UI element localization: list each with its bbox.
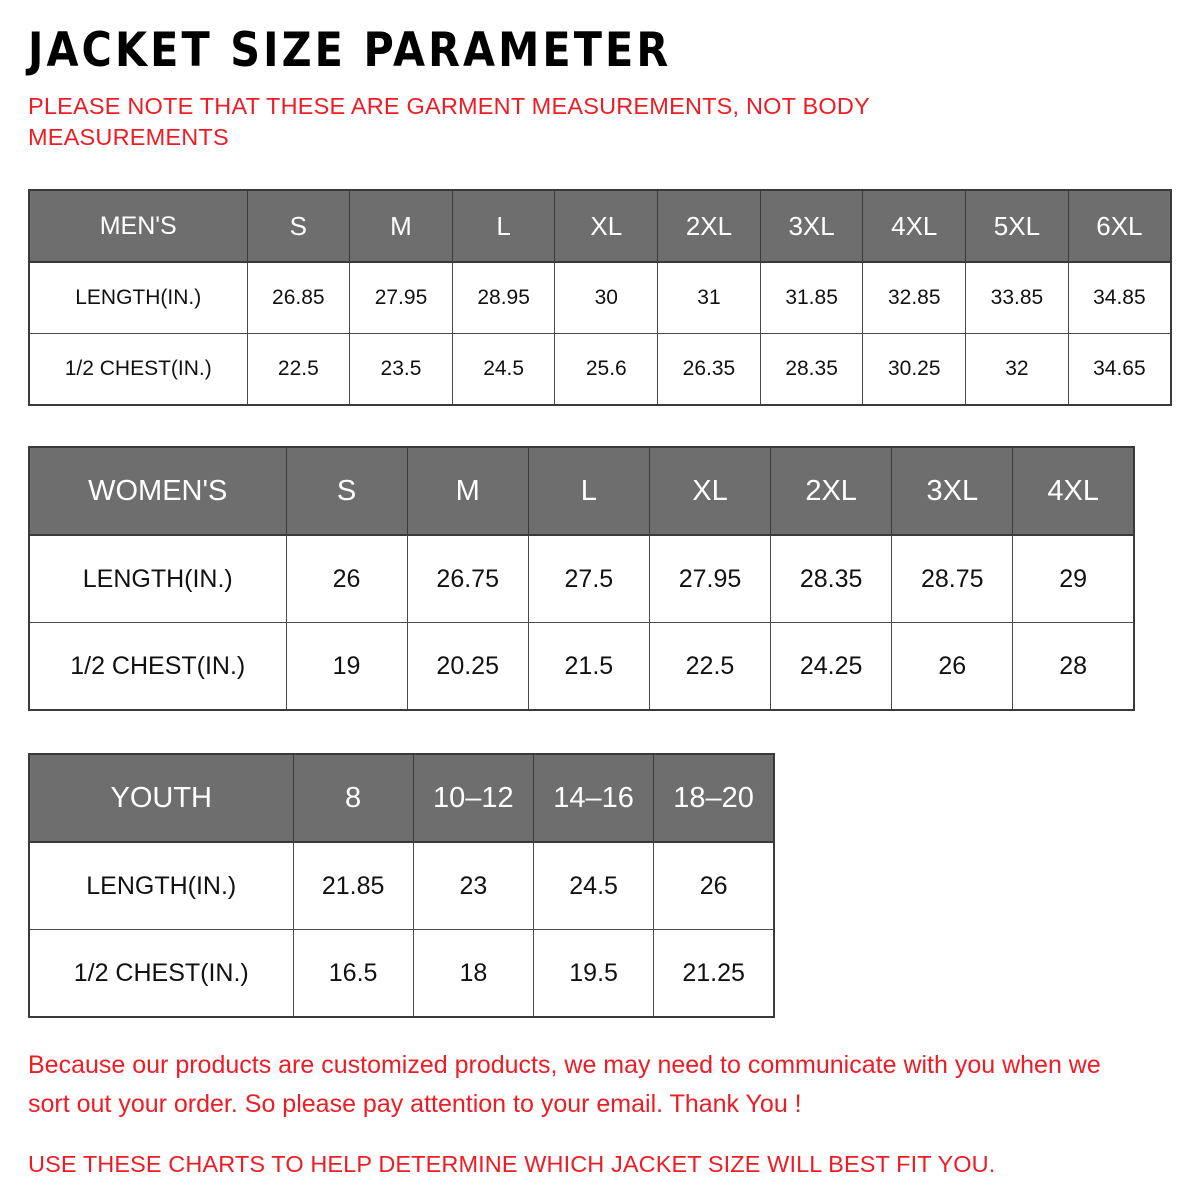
womens-chest-2xl: 24.25 xyxy=(770,622,893,711)
womens-length-3xl: 28.75 xyxy=(891,534,1014,624)
mens-chest-m: 23.5 xyxy=(349,333,453,406)
womens-length-m: 26.75 xyxy=(406,534,529,624)
womens-col-header-m: M xyxy=(406,446,529,537)
mens-col-header-2xl: 2XL xyxy=(657,189,761,264)
womens-chest-xl: 22.5 xyxy=(648,622,772,711)
youth-category-header: YOUTH xyxy=(28,753,294,844)
chart-usage-note: USE THESE CHARTS TO HELP DETERMINE WHICH… xyxy=(28,1150,996,1177)
womens-table-body: LENGTH(IN.) 26 26.75 27.5 27.95 28.35 28… xyxy=(28,534,1135,711)
youth-length-8: 21.85 xyxy=(292,841,414,931)
youth-row-label-chest: 1/2 CHEST(IN.) xyxy=(28,929,294,1018)
table-header-row: WOMEN'S S M L XL 2XL 3XL 4XL xyxy=(28,446,1135,537)
womens-row-label-chest: 1/2 CHEST(IN.) xyxy=(28,622,287,711)
mens-col-header-m: M xyxy=(349,189,453,264)
mens-chest-3xl: 28.35 xyxy=(759,333,864,406)
mens-row-label-length: LENGTH(IN.) xyxy=(28,261,248,335)
youth-chest-18-20: 21.25 xyxy=(653,929,775,1018)
mens-category-header: MEN'S xyxy=(28,189,248,264)
womens-category-header: WOMEN'S xyxy=(28,446,287,537)
mens-length-5xl: 33.85 xyxy=(965,261,1069,335)
mens-chest-4xl: 30.25 xyxy=(862,333,967,406)
youth-row-label-length: LENGTH(IN.) xyxy=(28,841,294,931)
womens-chest-4xl: 28 xyxy=(1012,622,1135,711)
mens-length-4xl: 32.85 xyxy=(862,261,967,335)
table-row: LENGTH(IN.) 21.85 23 24.5 26 xyxy=(28,841,775,931)
mens-size-table: MEN'S S M L XL 2XL 3XL 4XL 5XL 6XL LENGT… xyxy=(28,189,1172,407)
youth-table-head: YOUTH 8 10–12 14–16 18–20 xyxy=(28,753,775,844)
mens-length-l: 28.95 xyxy=(451,261,556,335)
youth-length-10-12: 23 xyxy=(412,841,535,931)
mens-col-header-s: S xyxy=(246,189,351,264)
table-row: 1/2 CHEST(IN.) 19 20.25 21.5 22.5 24.25 … xyxy=(28,622,1135,711)
youth-size-table: YOUTH 8 10–12 14–16 18–20 LENGTH(IN.) 21… xyxy=(28,753,775,1019)
youth-col-header-14-16: 14–16 xyxy=(532,753,655,844)
mens-length-2xl: 31 xyxy=(657,261,761,335)
mens-length-xl: 30 xyxy=(554,261,659,335)
table-row: LENGTH(IN.) 26 26.75 27.5 27.95 28.35 28… xyxy=(28,534,1135,624)
mens-chest-xl: 25.6 xyxy=(554,333,659,406)
youth-length-14-16: 24.5 xyxy=(532,841,655,931)
table-header-row: MEN'S S M L XL 2XL 3XL 4XL 5XL 6XL xyxy=(28,189,1172,264)
mens-table-head: MEN'S S M L XL 2XL 3XL 4XL 5XL 6XL xyxy=(28,189,1172,264)
womens-length-xl: 27.95 xyxy=(648,534,772,624)
youth-col-header-10-12: 10–12 xyxy=(412,753,535,844)
youth-length-18-20: 26 xyxy=(653,841,775,931)
youth-chest-8: 16.5 xyxy=(292,929,414,1018)
mens-length-m: 27.95 xyxy=(349,261,453,335)
womens-row-label-length: LENGTH(IN.) xyxy=(28,534,287,624)
youth-col-header-18-20: 18–20 xyxy=(653,753,775,844)
mens-col-header-l: L xyxy=(451,189,556,264)
youth-chest-10-12: 18 xyxy=(412,929,535,1018)
mens-length-6xl: 34.85 xyxy=(1067,261,1172,335)
womens-col-header-3xl: 3XL xyxy=(891,446,1014,537)
womens-col-header-s: S xyxy=(285,446,408,537)
mens-chest-l: 24.5 xyxy=(451,333,556,406)
womens-length-l: 27.5 xyxy=(527,534,650,624)
garment-measurement-note: PLEASE NOTE THAT THESE ARE GARMENT MEASU… xyxy=(28,92,870,150)
womens-col-header-xl: XL xyxy=(648,446,772,537)
womens-col-header-l: L xyxy=(527,446,650,537)
table-header-row: YOUTH 8 10–12 14–16 18–20 xyxy=(28,753,775,844)
womens-length-2xl: 28.35 xyxy=(770,534,893,624)
mens-row-label-chest: 1/2 CHEST(IN.) xyxy=(28,333,248,406)
womens-col-header-4xl: 4XL xyxy=(1012,446,1135,537)
mens-chest-5xl: 32 xyxy=(965,333,1069,406)
womens-length-4xl: 29 xyxy=(1012,534,1135,624)
customization-note: Because our products are customized prod… xyxy=(28,1051,1101,1118)
womens-col-header-2xl: 2XL xyxy=(770,446,893,537)
womens-chest-3xl: 26 xyxy=(891,622,1014,711)
table-row: 1/2 CHEST(IN.) 22.5 23.5 24.5 25.6 26.35… xyxy=(28,333,1172,406)
mens-chest-2xl: 26.35 xyxy=(657,333,761,406)
womens-length-s: 26 xyxy=(285,534,408,624)
mens-chest-s: 22.5 xyxy=(246,333,351,406)
womens-chest-m: 20.25 xyxy=(406,622,529,711)
mens-col-header-4xl: 4XL xyxy=(862,189,967,264)
mens-length-s: 26.85 xyxy=(246,261,351,335)
youth-chest-14-16: 19.5 xyxy=(532,929,655,1018)
table-row: LENGTH(IN.) 26.85 27.95 28.95 30 31 31.8… xyxy=(28,261,1172,335)
mens-length-3xl: 31.85 xyxy=(759,261,864,335)
page-title: JACKET SIZE PARAMETER xyxy=(28,23,672,78)
mens-col-header-xl: XL xyxy=(554,189,659,264)
womens-chest-s: 19 xyxy=(285,622,408,711)
footer-notes: Because our products are customized prod… xyxy=(28,1018,1172,1182)
mens-col-header-6xl: 6XL xyxy=(1067,189,1172,264)
womens-size-table: WOMEN'S S M L XL 2XL 3XL 4XL LENGTH(IN.)… xyxy=(28,446,1135,712)
mens-col-header-5xl: 5XL xyxy=(965,189,1069,264)
mens-col-header-3xl: 3XL xyxy=(759,189,864,264)
womens-chest-l: 21.5 xyxy=(527,622,650,711)
mens-chest-6xl: 34.65 xyxy=(1067,333,1172,406)
table-row: 1/2 CHEST(IN.) 16.5 18 19.5 21.25 xyxy=(28,929,775,1018)
youth-col-header-8: 8 xyxy=(292,753,414,844)
womens-table-head: WOMEN'S S M L XL 2XL 3XL 4XL xyxy=(28,446,1135,537)
mens-table-body: LENGTH(IN.) 26.85 27.95 28.95 30 31 31.8… xyxy=(28,261,1172,406)
youth-table-body: LENGTH(IN.) 21.85 23 24.5 26 1/2 CHEST(I… xyxy=(28,841,775,1018)
